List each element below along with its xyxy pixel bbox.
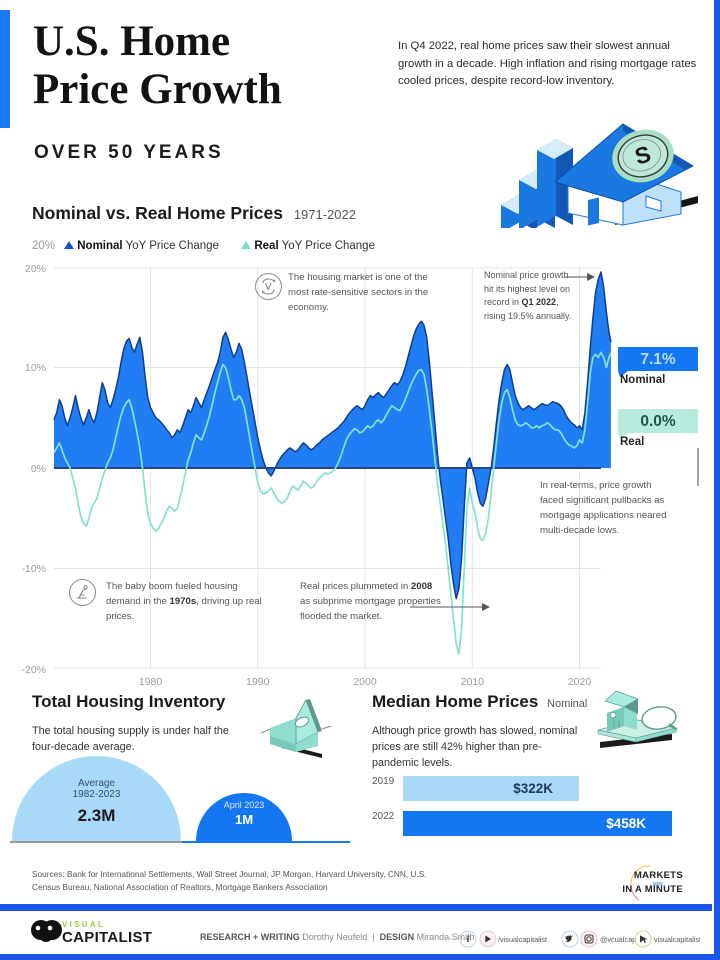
svg-text:-10%: -10% [21,563,46,575]
svg-text:f: f [467,934,470,944]
svg-text:$458K: $458K [606,816,646,831]
svg-text:MARKETS: MARKETS [634,870,683,881]
svg-text:2000: 2000 [353,676,377,688]
svg-text:$322K: $322K [513,781,553,796]
svg-text:1990: 1990 [246,676,270,688]
svg-text:1980: 1980 [139,676,163,688]
svg-text:IN A MINUTE: IN A MINUTE [622,884,683,895]
svg-text:0%: 0% [31,463,46,475]
svg-text:@vcualcap: @vcualcap [600,935,636,944]
svg-text:0.0%: 0.0% [640,413,676,430]
svg-text:2010: 2010 [461,676,485,688]
svg-text:10%: 10% [25,362,46,374]
svg-text:/visualcapitalist: /visualcapitalist [498,935,547,944]
svg-text:2020: 2020 [568,676,592,688]
svg-text:20%: 20% [25,263,46,275]
svg-text:visualcapitalist.com: visualcapitalist.com [654,935,700,944]
svg-text:-20%: -20% [21,664,46,676]
svg-text:7.1%: 7.1% [640,351,676,368]
